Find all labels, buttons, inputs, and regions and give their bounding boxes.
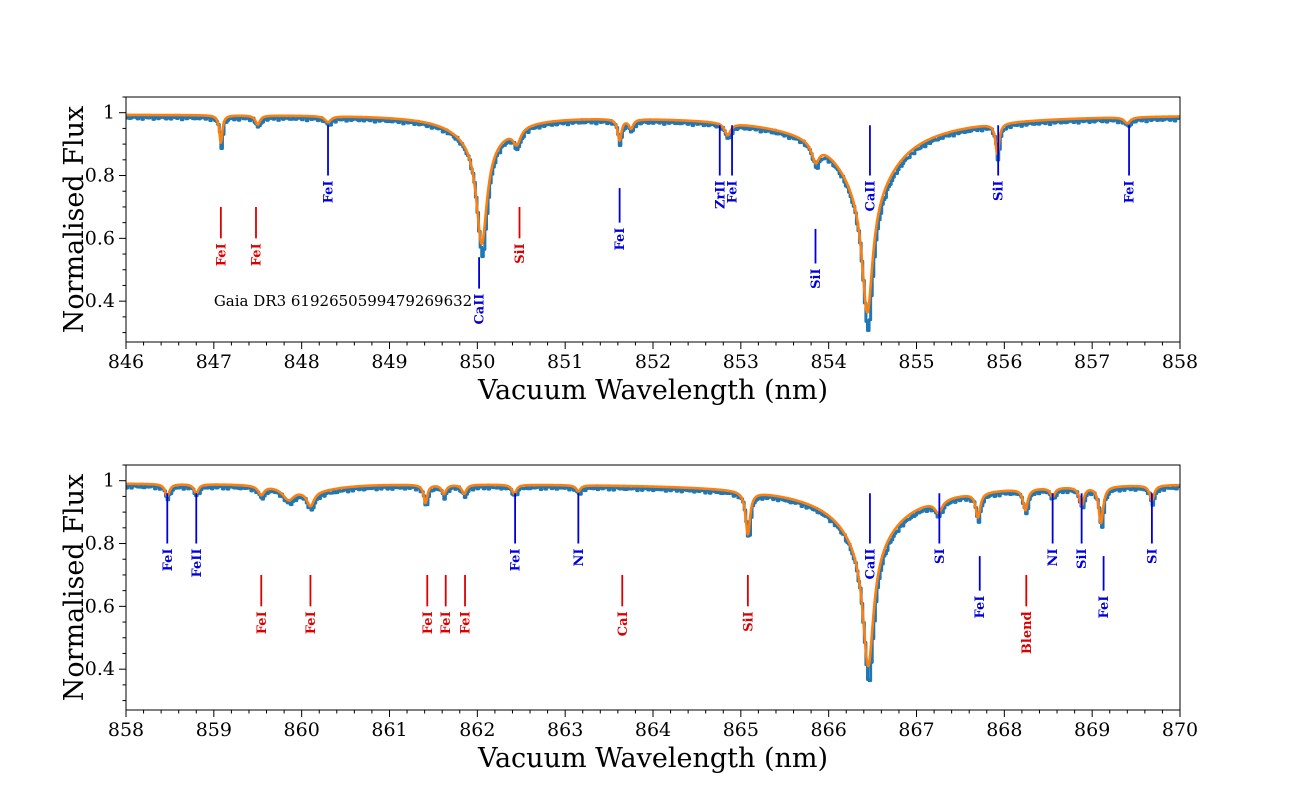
line-label: ZrII	[713, 181, 728, 210]
line-label: SiI	[741, 611, 756, 631]
x-tick-label: 856	[986, 351, 1022, 373]
x-tick-label: 867	[898, 719, 934, 741]
x-tick-label: 860	[284, 719, 320, 741]
x-tick-label: 857	[1074, 351, 1110, 373]
line-label: NI	[572, 549, 587, 567]
line-label: FeI	[255, 611, 270, 634]
y-tick-label: 0.8	[85, 533, 115, 555]
x-tick-label: 849	[371, 351, 407, 373]
x-tick-label: 848	[284, 351, 320, 373]
observed-spectrum-line	[126, 113, 1181, 332]
x-tick-label: 866	[811, 719, 847, 741]
x-tick-label: 847	[196, 351, 232, 373]
line-label: CaII	[863, 181, 878, 212]
x-tick-label: 851	[547, 351, 583, 373]
y-axis-title: Normalised Flux	[59, 474, 90, 701]
line-label: SiI	[513, 243, 528, 263]
line-label: FeI	[304, 611, 319, 634]
x-tick-label: 858	[1162, 351, 1198, 373]
x-tick-label: 859	[196, 719, 232, 741]
line-label: CaII	[473, 294, 488, 325]
line-label: FeI	[1097, 596, 1112, 619]
x-tick-label: 863	[547, 719, 583, 741]
x-tick-label: 870	[1162, 719, 1198, 741]
line-label: SI	[1145, 549, 1160, 564]
line-label: FeI	[161, 549, 176, 572]
line-label: FeI	[439, 611, 454, 634]
line-label: SiI	[992, 181, 1007, 201]
x-tick-label: 865	[723, 719, 759, 741]
line-label: FeI	[322, 181, 337, 204]
y-axis-title: Normalised Flux	[59, 106, 90, 333]
x-tick-label: 862	[459, 719, 495, 741]
model-spectrum-line	[125, 482, 1181, 668]
line-label: CaI	[616, 611, 631, 636]
line-label: CaII	[863, 549, 878, 580]
x-tick-label: 853	[723, 351, 759, 373]
line-label: FeI	[726, 181, 741, 204]
model-spectrum-line	[125, 113, 1181, 314]
y-tick-label: 0.4	[85, 290, 115, 312]
x-tick-label: 861	[371, 719, 407, 741]
line-label: FeI	[459, 611, 474, 634]
x-tick-label: 855	[898, 351, 934, 373]
line-label: NI	[1046, 549, 1061, 567]
line-label: FeI	[509, 549, 524, 572]
y-tick-label: 1	[103, 102, 115, 124]
line-label: FeI	[973, 596, 988, 619]
x-tick-label: 850	[459, 351, 495, 373]
line-label: SiI	[1075, 549, 1090, 569]
line-label: SiI	[809, 268, 824, 288]
y-tick-label: 0.4	[85, 658, 115, 680]
line-label: FeI	[613, 228, 628, 251]
y-tick-label: 0.6	[85, 595, 115, 617]
x-tick-label: 854	[811, 351, 847, 373]
x-axis-title: Vacuum Wavelength (nm)	[477, 743, 828, 774]
x-tick-label: 868	[986, 719, 1022, 741]
line-label: FeI	[214, 243, 229, 266]
x-tick-label: 852	[635, 351, 671, 373]
x-tick-label: 869	[1074, 719, 1110, 741]
line-label: FeII	[190, 549, 205, 578]
line-label: SI	[933, 549, 948, 564]
y-tick-label: 0.6	[85, 227, 115, 249]
star-id-annotation: Gaia DR3 6192650599479269632	[214, 292, 472, 310]
line-label: FeI	[249, 243, 264, 266]
x-tick-label: 846	[108, 351, 144, 373]
x-axis-title: Vacuum Wavelength (nm)	[477, 375, 828, 406]
y-tick-label: 0.8	[85, 165, 115, 187]
line-label: FeI	[421, 611, 436, 634]
x-tick-label: 858	[108, 719, 144, 741]
observed-spectrum-line	[126, 482, 1181, 683]
line-label: Blend	[1020, 611, 1035, 654]
line-label: FeI	[1123, 181, 1138, 204]
x-tick-label: 864	[635, 719, 671, 741]
y-tick-label: 1	[103, 470, 115, 492]
